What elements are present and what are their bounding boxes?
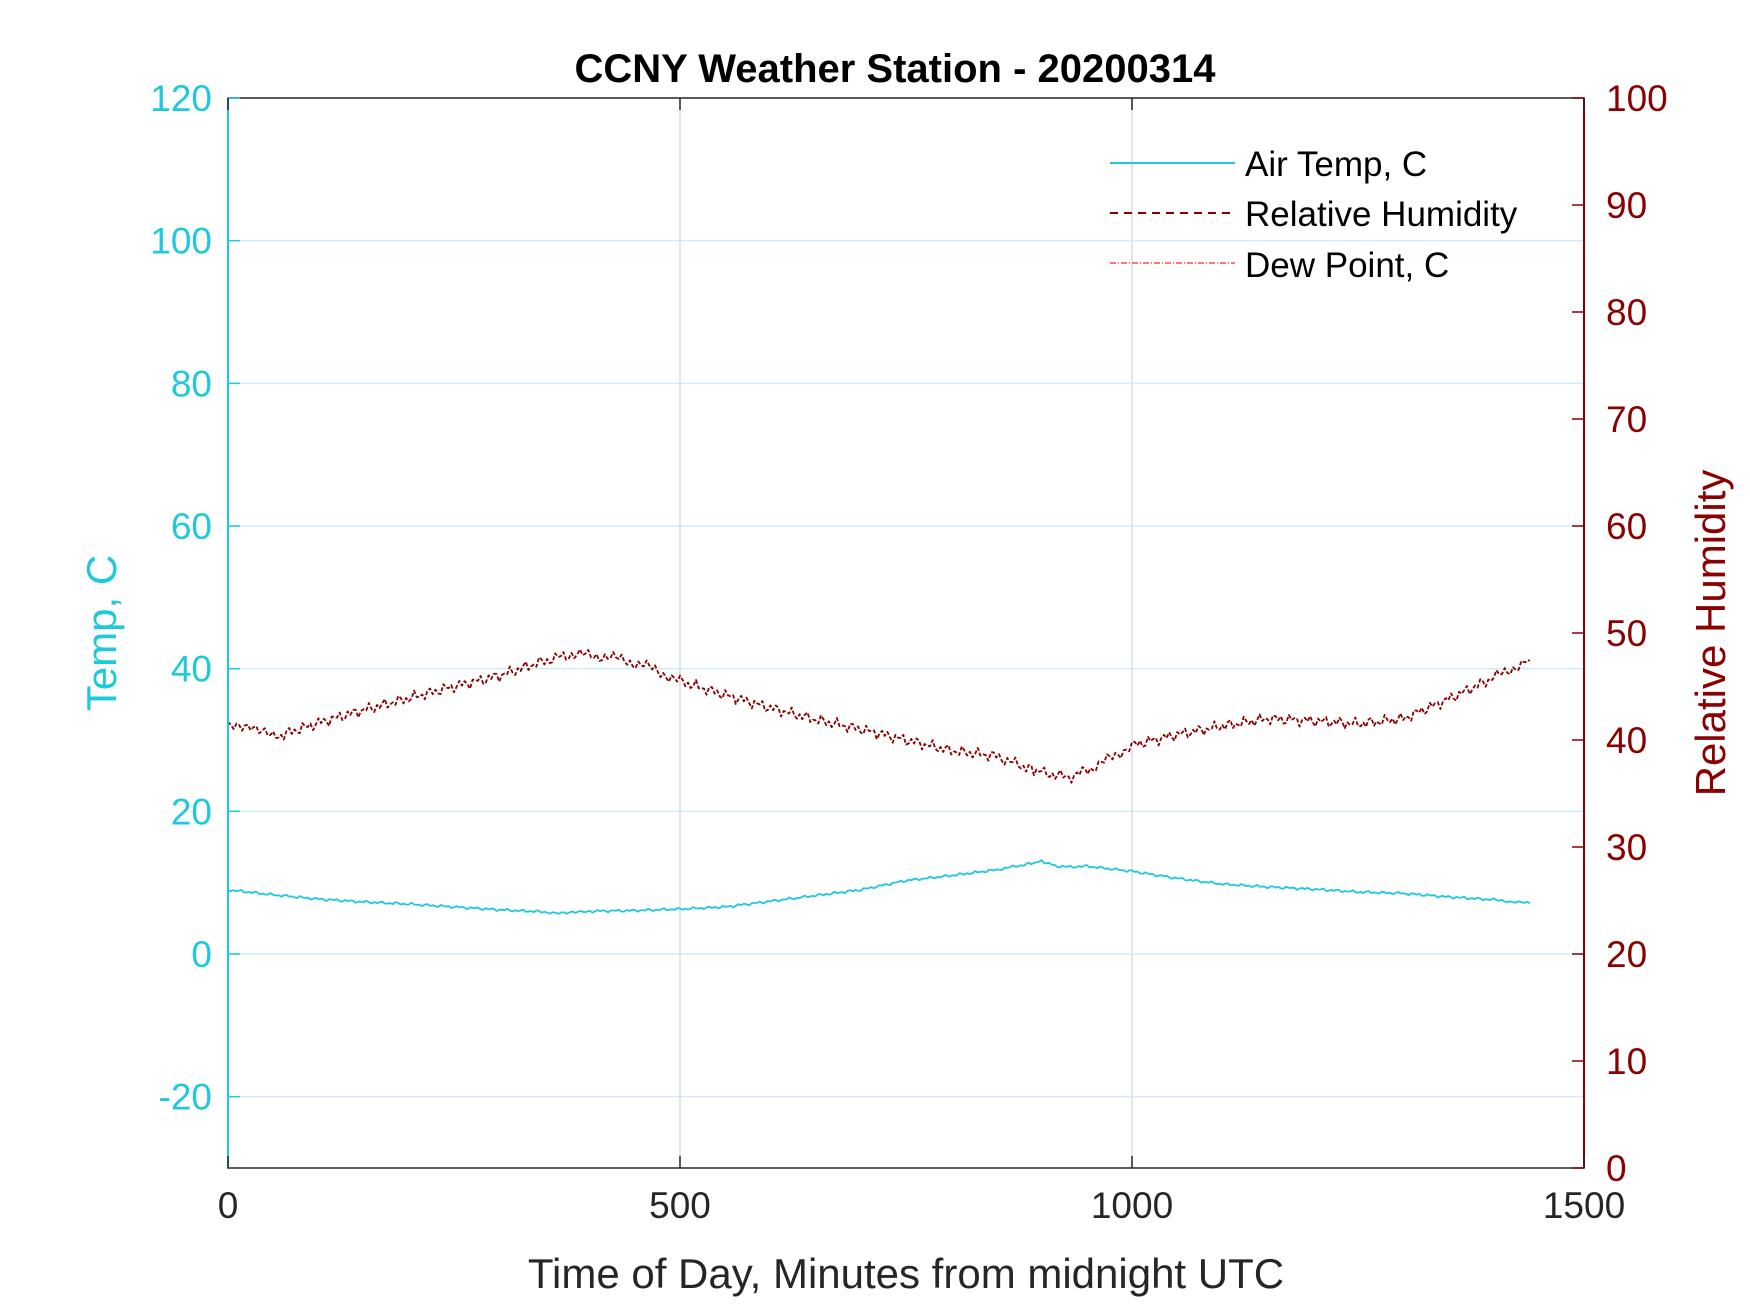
- legend-label-dew-point: Dew Point, C: [1245, 246, 1449, 285]
- x-tick-label: 1500: [1543, 1185, 1625, 1226]
- right-axis-label: Relative Humidity: [1687, 470, 1734, 797]
- right-tick-label: 90: [1606, 185, 1647, 226]
- legend-label-humidity: Relative Humidity: [1245, 195, 1518, 234]
- right-tick-label: 10: [1606, 1041, 1647, 1082]
- right-tick-label: 100: [1606, 78, 1668, 119]
- left-tick-label: 100: [150, 221, 212, 262]
- x-axis-label: Time of Day, Minutes from midnight UTC: [528, 1250, 1284, 1297]
- legend-label-air-temp: Air Temp, C: [1245, 145, 1427, 184]
- series-air-temp: [227, 859, 1531, 915]
- right-tick-label: 20: [1606, 934, 1647, 975]
- x-tick-label: 500: [649, 1185, 711, 1226]
- right-tick-label: 60: [1606, 506, 1647, 547]
- left-tick-label: 60: [171, 506, 212, 547]
- right-tick-label: 50: [1606, 613, 1647, 654]
- left-tick-label: 0: [191, 934, 212, 975]
- x-tick-label: 1000: [1091, 1185, 1173, 1226]
- x-tick-label: 0: [218, 1185, 239, 1226]
- series-layer: [227, 648, 1531, 915]
- right-tick-label: 70: [1606, 399, 1647, 440]
- right-tick-label: 40: [1606, 720, 1647, 761]
- left-axis-label: Temp, C: [78, 555, 125, 711]
- right-tick-label: 0: [1606, 1148, 1627, 1189]
- left-tick-label: -20: [159, 1077, 212, 1118]
- left-tick-label: 80: [171, 363, 212, 404]
- chart-title: CCNY Weather Station - 20200314: [575, 47, 1217, 91]
- left-tick-label: 120: [150, 78, 212, 119]
- left-tick-label: 40: [171, 649, 212, 690]
- legend: Air Temp, C Relative Humidity Dew Point,…: [1110, 145, 1518, 285]
- left-tick-label: 20: [171, 791, 212, 832]
- right-tick-label: 30: [1606, 827, 1647, 868]
- series-relative-humidity: [227, 648, 1531, 784]
- right-tick-label: 80: [1606, 292, 1647, 333]
